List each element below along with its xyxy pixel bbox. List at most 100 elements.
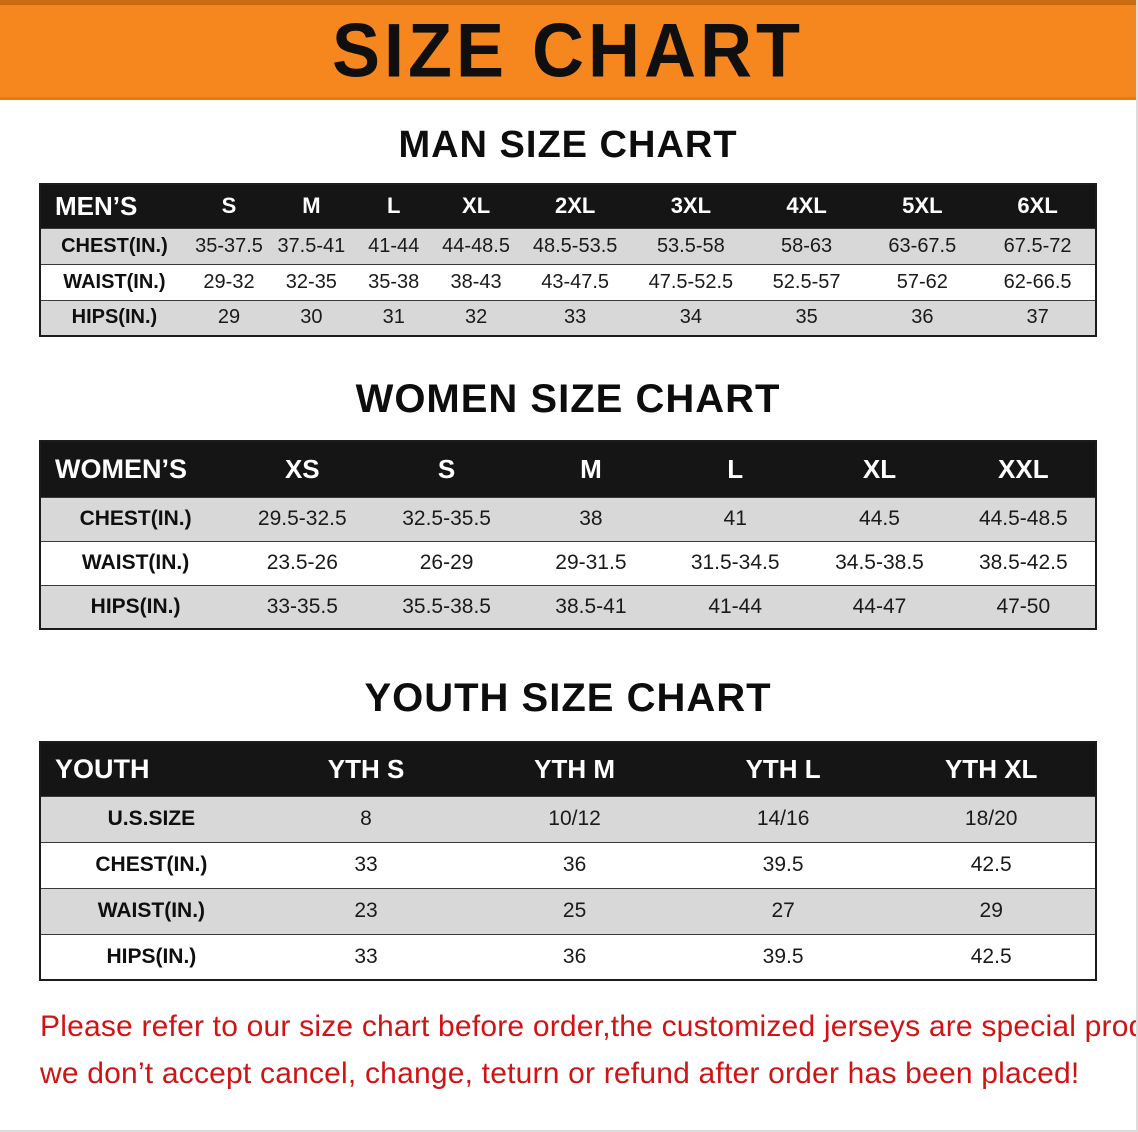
- value-cell: 38-43: [434, 263, 518, 300]
- value-cell: 48.5-53.5: [517, 227, 633, 264]
- value-cell: 36: [470, 841, 679, 888]
- measurement-row: HIPS(IN.) 33 36 39.5 42.5: [40, 933, 1096, 980]
- value-cell: 29-32: [187, 263, 271, 300]
- men-size-table: MEN’S S M L XL 2XL 3XL 4XL 5XL 6XL CHEST(IN.) 35-37…: [39, 183, 1097, 337]
- size-header-cell: S: [187, 184, 271, 228]
- women-size-chart-heading: WOMEN SIZE CHART: [355, 377, 781, 421]
- youth-size-chart-section: YOUTH SIZE CHART YOUTH YTH S YTH M YTH L YTH…: [0, 630, 1136, 981]
- value-cell: 27: [678, 887, 888, 934]
- value-cell: 47.5-52.5: [633, 263, 749, 300]
- measurement-row: HIPS(IN.) 29 30 31 32 33 34 35 36 37: [40, 299, 1096, 336]
- value-cell: 14/16: [678, 795, 888, 842]
- value-cell: 23.5-26: [230, 540, 375, 585]
- row-label-cell: CHEST(IN.): [40, 227, 188, 264]
- row-label-cell: HIPS(IN.): [40, 299, 188, 336]
- disclaimer-note: Please refer to our size chart before or…: [0, 981, 1136, 1097]
- measurement-row: WAIST(IN.) 23.5-26 26-29 29-31.5 31.5-34.5 34…: [40, 540, 1096, 585]
- size-header-cell: 4XL: [748, 184, 865, 228]
- row-label-cell: WAIST(IN.): [40, 540, 231, 585]
- value-cell: 29: [187, 299, 271, 336]
- value-cell: 35-38: [352, 263, 435, 300]
- row-label-cell: HIPS(IN.): [40, 933, 262, 980]
- women-size-chart-section: WOMEN SIZE CHART WOMEN’S XS S M L XL XXL CHEST(…: [0, 337, 1136, 630]
- row-label-cell: U.S.SIZE: [40, 795, 262, 842]
- value-cell: 47-50: [951, 584, 1096, 629]
- disclaimer-line-1: Please refer to our size chart before or…: [40, 1010, 1138, 1043]
- measurement-row: WAIST(IN.) 23 25 27 29: [40, 887, 1096, 934]
- size-header-cell: L: [352, 184, 435, 228]
- size-header-cell: XS: [230, 441, 375, 497]
- value-cell: 39.5: [678, 933, 888, 980]
- value-cell: 41-44: [352, 227, 435, 264]
- value-cell: 23: [261, 887, 471, 934]
- banner-title: SIZE CHART: [332, 8, 804, 94]
- value-cell: 18/20: [887, 795, 1096, 842]
- value-cell: 35-37.5: [187, 227, 271, 264]
- value-cell: 34: [633, 299, 749, 336]
- value-cell: 44-48.5: [434, 227, 518, 264]
- size-header-cell: 6XL: [980, 184, 1096, 228]
- size-table-header-row: WOMEN’S XS S M L XL XXL: [40, 441, 1096, 497]
- value-cell: 33: [261, 841, 471, 888]
- value-cell: 38.5-42.5: [951, 540, 1096, 585]
- value-cell: 42.5: [887, 933, 1096, 980]
- measurement-row: CHEST(IN.) 35-37.5 37.5-41 41-44 44-48.5 48.5…: [40, 227, 1096, 264]
- value-cell: 33: [517, 299, 633, 336]
- value-cell: 36: [864, 299, 981, 336]
- value-cell: 41-44: [663, 584, 808, 629]
- size-header-cell: YTH S: [261, 742, 471, 796]
- value-cell: 62-66.5: [980, 263, 1096, 300]
- value-cell: 36: [470, 933, 679, 980]
- row-label-cell: WAIST(IN.): [40, 887, 262, 934]
- women-size-table: WOMEN’S XS S M L XL XXL CHEST(IN.) 29.5-32.5 32.5…: [39, 440, 1097, 630]
- value-cell: 35: [748, 299, 865, 336]
- value-cell: 52.5-57: [748, 263, 865, 300]
- value-cell: 42.5: [887, 841, 1096, 888]
- size-header-cell: XL: [434, 184, 518, 228]
- value-cell: 32-35: [270, 263, 353, 300]
- value-cell: 38.5-41: [518, 584, 664, 629]
- value-cell: 26-29: [374, 540, 519, 585]
- measurement-row: CHEST(IN.) 33 36 39.5 42.5: [40, 841, 1096, 888]
- value-cell: 31: [352, 299, 435, 336]
- youth-size-table: YOUTH YTH S YTH M YTH L YTH XL U.S.SIZE 8 10/12…: [39, 741, 1097, 981]
- value-cell: 53.5-58: [633, 227, 749, 264]
- value-cell: 63-67.5: [864, 227, 981, 264]
- value-cell: 43-47.5: [517, 263, 633, 300]
- table-title-cell: YOUTH: [40, 742, 262, 796]
- size-table-header-row: YOUTH YTH S YTH M YTH L YTH XL: [40, 742, 1096, 796]
- disclaimer-line-2: we don’t accept cancel, change, teturn o…: [40, 1057, 1080, 1090]
- man-size-chart-section: MAN SIZE CHART MEN’S S M L XL 2XL 3XL 4XL 5XL 6XL…: [0, 100, 1136, 337]
- size-header-cell: 3XL: [633, 184, 749, 228]
- measurement-row: WAIST(IN.) 29-32 32-35 35-38 38-43 43-47.5 47.…: [40, 263, 1096, 300]
- value-cell: 25: [470, 887, 679, 934]
- value-cell: 67.5-72: [980, 227, 1096, 264]
- size-header-cell: XXL: [951, 441, 1096, 497]
- value-cell: 41: [663, 496, 808, 541]
- banner: SIZE CHART: [0, 0, 1136, 100]
- size-header-cell: YTH L: [678, 742, 888, 796]
- value-cell: 10/12: [470, 795, 679, 842]
- size-header-cell: M: [270, 184, 353, 228]
- measurement-row: HIPS(IN.) 33-35.5 35.5-38.5 38.5-41 41-44 44-…: [40, 584, 1096, 629]
- size-header-cell: 5XL: [864, 184, 981, 228]
- value-cell: 58-63: [748, 227, 865, 264]
- value-cell: 44.5-48.5: [951, 496, 1096, 541]
- value-cell: 8: [261, 795, 471, 842]
- size-header-cell: XL: [807, 441, 952, 497]
- value-cell: 39.5: [678, 841, 888, 888]
- row-label-cell: CHEST(IN.): [40, 496, 231, 541]
- size-table-header-row: MEN’S S M L XL 2XL 3XL 4XL 5XL 6XL: [40, 184, 1096, 228]
- value-cell: 33: [261, 933, 471, 980]
- value-cell: 32.5-35.5: [374, 496, 519, 541]
- size-header-cell: YTH M: [470, 742, 679, 796]
- value-cell: 29: [887, 887, 1096, 934]
- value-cell: 31.5-34.5: [663, 540, 808, 585]
- value-cell: 32: [434, 299, 518, 336]
- row-label-cell: CHEST(IN.): [40, 841, 262, 888]
- value-cell: 30: [270, 299, 353, 336]
- size-header-cell: YTH XL: [887, 742, 1096, 796]
- youth-size-chart-heading: YOUTH SIZE CHART: [364, 676, 772, 720]
- value-cell: 34.5-38.5: [807, 540, 952, 585]
